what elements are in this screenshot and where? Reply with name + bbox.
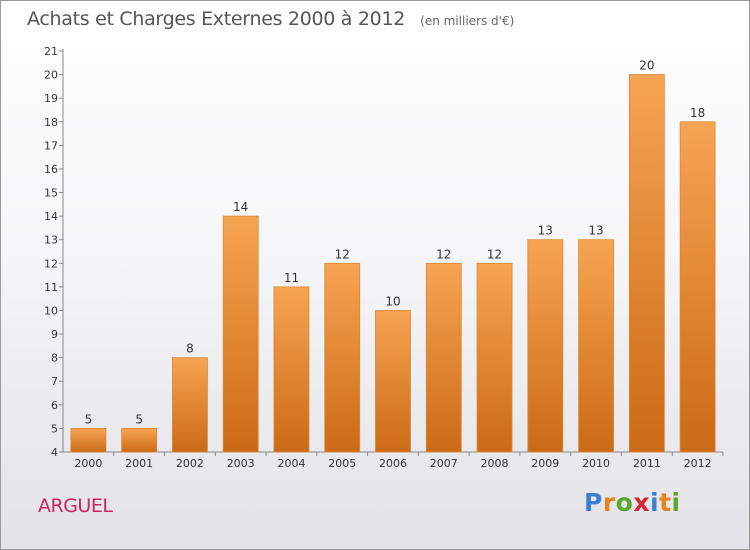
x-tick-label: 2012: [684, 457, 712, 470]
x-tick-label: 2009: [531, 457, 559, 470]
bar-2010: [578, 239, 614, 453]
data-label: 13: [538, 224, 553, 238]
y-tick-label: 8: [51, 352, 58, 365]
data-label: 11: [284, 271, 299, 285]
chart-title: Achats et Charges Externes 2000 à 2012: [27, 8, 406, 30]
bar-2001: [121, 428, 158, 453]
y-tick-label: 16: [44, 163, 58, 176]
bar-2011: [628, 74, 665, 453]
y-tick-label: 14: [44, 210, 58, 223]
bar-2000: [70, 428, 107, 453]
data-label: 5: [135, 412, 143, 426]
x-tick-label: 2004: [277, 457, 305, 470]
data-label: 18: [690, 106, 705, 120]
data-label: 12: [436, 247, 451, 261]
logo-letter: r: [602, 488, 616, 517]
y-tick-label: 13: [44, 234, 58, 247]
x-tick-label: 2010: [582, 457, 610, 470]
bar-2009: [527, 239, 564, 453]
x-tick-label: 2008: [481, 457, 509, 470]
data-label: 10: [385, 294, 400, 308]
y-tick-label: 21: [44, 45, 58, 58]
y-tick-label: 17: [44, 139, 58, 152]
place-name: ARGUEL: [38, 495, 113, 517]
x-tick-label: 2006: [379, 457, 407, 470]
proxiti-logo: Proxiti: [584, 488, 681, 517]
bar-2006: [375, 310, 411, 453]
bar-2005: [324, 262, 361, 453]
chart-unit: (en milliers d'€): [420, 14, 515, 28]
y-tick-label: 4: [51, 446, 58, 459]
y-tick-label: 12: [44, 257, 58, 270]
x-tick-label: 2000: [74, 457, 102, 470]
y-tick-label: 9: [51, 328, 58, 341]
data-label: 8: [186, 342, 194, 356]
y-tick-label: 5: [51, 422, 58, 435]
bar-2008: [476, 262, 513, 453]
x-tick-label: 2001: [125, 457, 153, 470]
y-tick-label: 15: [44, 187, 58, 200]
x-tick-label: 2005: [328, 457, 356, 470]
y-tick-label: 18: [44, 116, 58, 129]
data-label: 5: [85, 412, 93, 426]
data-label: 12: [335, 247, 350, 261]
x-axis: 2000 2001 2002 2003 2004 2005 2006 2007 2008 2009…: [63, 451, 724, 470]
y-tick-label: 19: [44, 92, 58, 105]
logo-letter: P: [584, 488, 603, 517]
y-tick-label: 7: [51, 375, 58, 388]
x-tick-label: 2003: [227, 457, 255, 470]
bar-2007: [425, 262, 462, 453]
data-label: 14: [233, 200, 248, 214]
x-tick-label: 2007: [430, 457, 458, 470]
y-tick-label: 10: [44, 304, 58, 317]
data-label: 12: [487, 247, 502, 261]
logo-letter: x: [633, 488, 650, 517]
bar-2012: [679, 121, 716, 453]
bar-2003: [222, 215, 259, 453]
data-label: 20: [639, 59, 654, 73]
y-axis: 4 5 6 7 8 9 10 11 12 13 14 15 16 17 18 19 20 21: [44, 45, 64, 459]
y-tick-label: 11: [44, 281, 58, 294]
bar-2004: [273, 286, 310, 453]
logo-letter: i: [650, 488, 660, 517]
bar-2002: [172, 357, 208, 453]
y-tick-label: 6: [51, 399, 58, 412]
x-tick-label: 2002: [176, 457, 204, 470]
logo-letter: i: [671, 488, 681, 517]
logo-letter: o: [615, 488, 634, 517]
logo-letter: t: [659, 488, 672, 517]
title-row: Achats et Charges Externes 2000 à 2012 (…: [27, 8, 514, 30]
bars: 5 5 8 14 11 12 10 12 12 13 13 20 18: [70, 59, 716, 453]
data-label: 13: [588, 224, 603, 238]
y-tick-label: 20: [44, 69, 58, 82]
x-tick-label: 2011: [633, 457, 661, 470]
